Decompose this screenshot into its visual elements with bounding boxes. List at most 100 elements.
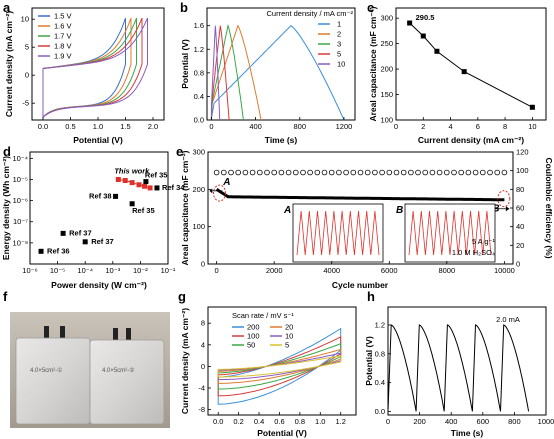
pg-ytick-label: -8 — [198, 405, 205, 414]
efficiency-point — [494, 169, 501, 176]
cv-loop-10 — [217, 352, 342, 381]
legend-entry: 20 — [285, 323, 293, 332]
capacitance-annotation: 290.5 — [416, 13, 435, 22]
reference-label: Ref 37 — [91, 237, 114, 246]
ph-xtick-label: 200 — [413, 417, 426, 426]
pe-ytick-label: 300 — [192, 148, 205, 157]
ph-xtick-label: 1000 — [538, 417, 554, 426]
pd-ytick-label: 10⁻⁵ — [13, 175, 28, 184]
efficiency-point — [386, 169, 393, 176]
ph-xtick-label: 0 — [386, 417, 390, 426]
this-work-point — [129, 180, 135, 186]
panel-g-legend: Scan rate / mV s⁻¹ 200 20 100 10 50 5 — [232, 311, 294, 350]
gcd-curve-3 — [210, 23, 244, 121]
pe-xtick-label: 4000 — [323, 266, 340, 275]
gcd-curve-2 — [210, 24, 262, 121]
inset-A-label: A — [283, 205, 291, 216]
pg-xtick-label: 0.2 — [233, 417, 243, 426]
pe-ytick-right-label: 100 — [516, 166, 529, 175]
efficiency-point — [357, 169, 364, 176]
inset-B-label: B — [396, 205, 403, 216]
pa-ytick-label: 10 — [21, 15, 29, 24]
panel-e-note-rate: 5 A g⁻¹ — [472, 237, 496, 246]
panel-g-ticks: 0.0 0.2 0.4 0.6 0.8 1.0 1.2 -8 -4 0 4 8 — [198, 319, 346, 426]
ph-xtick-label: 600 — [477, 417, 490, 426]
reference-point — [38, 248, 44, 254]
pd-ytick-label: 10⁻⁷ — [13, 217, 28, 226]
efficiency-point — [264, 169, 270, 176]
cv-loop-5 — [217, 355, 342, 378]
marker-B-top: B — [492, 204, 499, 215]
panel-c-capacitance-plot: 290.5 0 2 4 6 8 10 100 150 200 250 300 Current den… — [368, 6, 547, 145]
reference-point — [143, 179, 149, 185]
pc-xtick-label: 10 — [528, 122, 536, 131]
efficiency-point — [415, 169, 421, 176]
tab-left-2 — [60, 326, 65, 342]
reference-point — [154, 185, 160, 191]
efficiency-point — [501, 169, 508, 176]
pg-ytick-label: 0 — [201, 362, 205, 371]
panel-label-h: h — [367, 289, 375, 304]
panel-b-ticks: 0 400 800 1200 0.0 0.4 0.8 1.2 1.6 — [194, 21, 353, 131]
panel-a-ylabel: Current density (mA cm⁻²) — [4, 11, 14, 117]
pb-ytick-label: 1.6 — [194, 21, 204, 30]
pc-ytick-label: 150 — [380, 90, 393, 99]
panel-c-ylabel: Areal capacitance (mF cm⁻²) — [368, 6, 378, 121]
gcd-curve-5 — [210, 25, 230, 121]
legend-entry: 1.6 V — [54, 22, 72, 31]
arrow-right-head — [505, 206, 510, 212]
gcd-curve-10 — [210, 25, 221, 121]
pd-xtick-label: 10⁻² — [133, 266, 148, 275]
marker-A-top: A — [222, 177, 230, 188]
reference-point — [60, 230, 66, 236]
panel-e-ylabel-right: Coulombic efficiency (%) — [544, 157, 554, 258]
efficiency-point — [400, 169, 407, 176]
panel-label-d: d — [3, 144, 11, 159]
panel-h-gcd-plot: 0 200 400 600 800 1000 0.0 0.4 0.8 1.2 2.0 mA Tim… — [364, 306, 554, 438]
arrow-left-head — [209, 188, 213, 194]
reference-point — [82, 239, 88, 245]
pb-ytick-label: 0.4 — [194, 92, 204, 101]
ph-ytick-label: 1.2 — [375, 321, 385, 330]
efficiency-point — [249, 169, 256, 176]
pouch-label-left: 4.0×5cm²-① — [30, 367, 63, 374]
pg-ytick-label: 8 — [201, 319, 205, 328]
pe-ytick-label: 0 — [201, 260, 205, 269]
cv-loop-20 — [217, 348, 342, 384]
efficiency-point — [314, 169, 321, 176]
pe-ytick-right-label: 80 — [516, 185, 524, 194]
legend-entry: 1.9 V — [54, 52, 72, 61]
cv-loop-200 — [217, 327, 342, 405]
this-work-point — [136, 182, 142, 188]
panel-g-ylabel: Current density (mA cm⁻²) — [180, 308, 190, 414]
capacitance-point — [529, 104, 535, 110]
pc-xtick-label: 0 — [394, 122, 398, 131]
legend-title: Current density / mA cm⁻² — [267, 9, 354, 18]
panel-a-xlabel: Potential (V) — [73, 135, 123, 145]
efficiency-point — [393, 169, 400, 176]
pe-ytick-right-label: 120 — [516, 148, 529, 157]
pc-ytick-label: 200 — [380, 65, 393, 74]
legend-entry: 3 — [337, 40, 341, 49]
efficiency-point — [321, 169, 328, 176]
pd-ytick-label: 10⁻⁴ — [12, 154, 28, 163]
legend-entry: 10 — [337, 60, 345, 69]
pg-xtick-label: 0.4 — [254, 417, 264, 426]
panel-d-ylabel: Energy density (Wh cm⁻²) — [1, 156, 11, 260]
pg-xtick-label: 0.0 — [213, 417, 223, 426]
pe-xtick-label: 2000 — [266, 266, 283, 275]
panel-a-curves — [42, 17, 148, 119]
efficiency-point — [479, 169, 486, 176]
efficiency-point — [228, 169, 234, 176]
pa-ytick-label: 0 — [25, 71, 29, 80]
pc-ytick-label: 250 — [380, 39, 393, 48]
panel-b-xlabel: Time (s) — [265, 135, 298, 145]
pe-ytick-right-label: 40 — [516, 222, 524, 231]
legend-entry: 5 — [337, 50, 341, 59]
pouch-cell-right — [89, 339, 165, 425]
panel-h-curves — [387, 324, 530, 412]
efficiency-point — [465, 169, 472, 176]
